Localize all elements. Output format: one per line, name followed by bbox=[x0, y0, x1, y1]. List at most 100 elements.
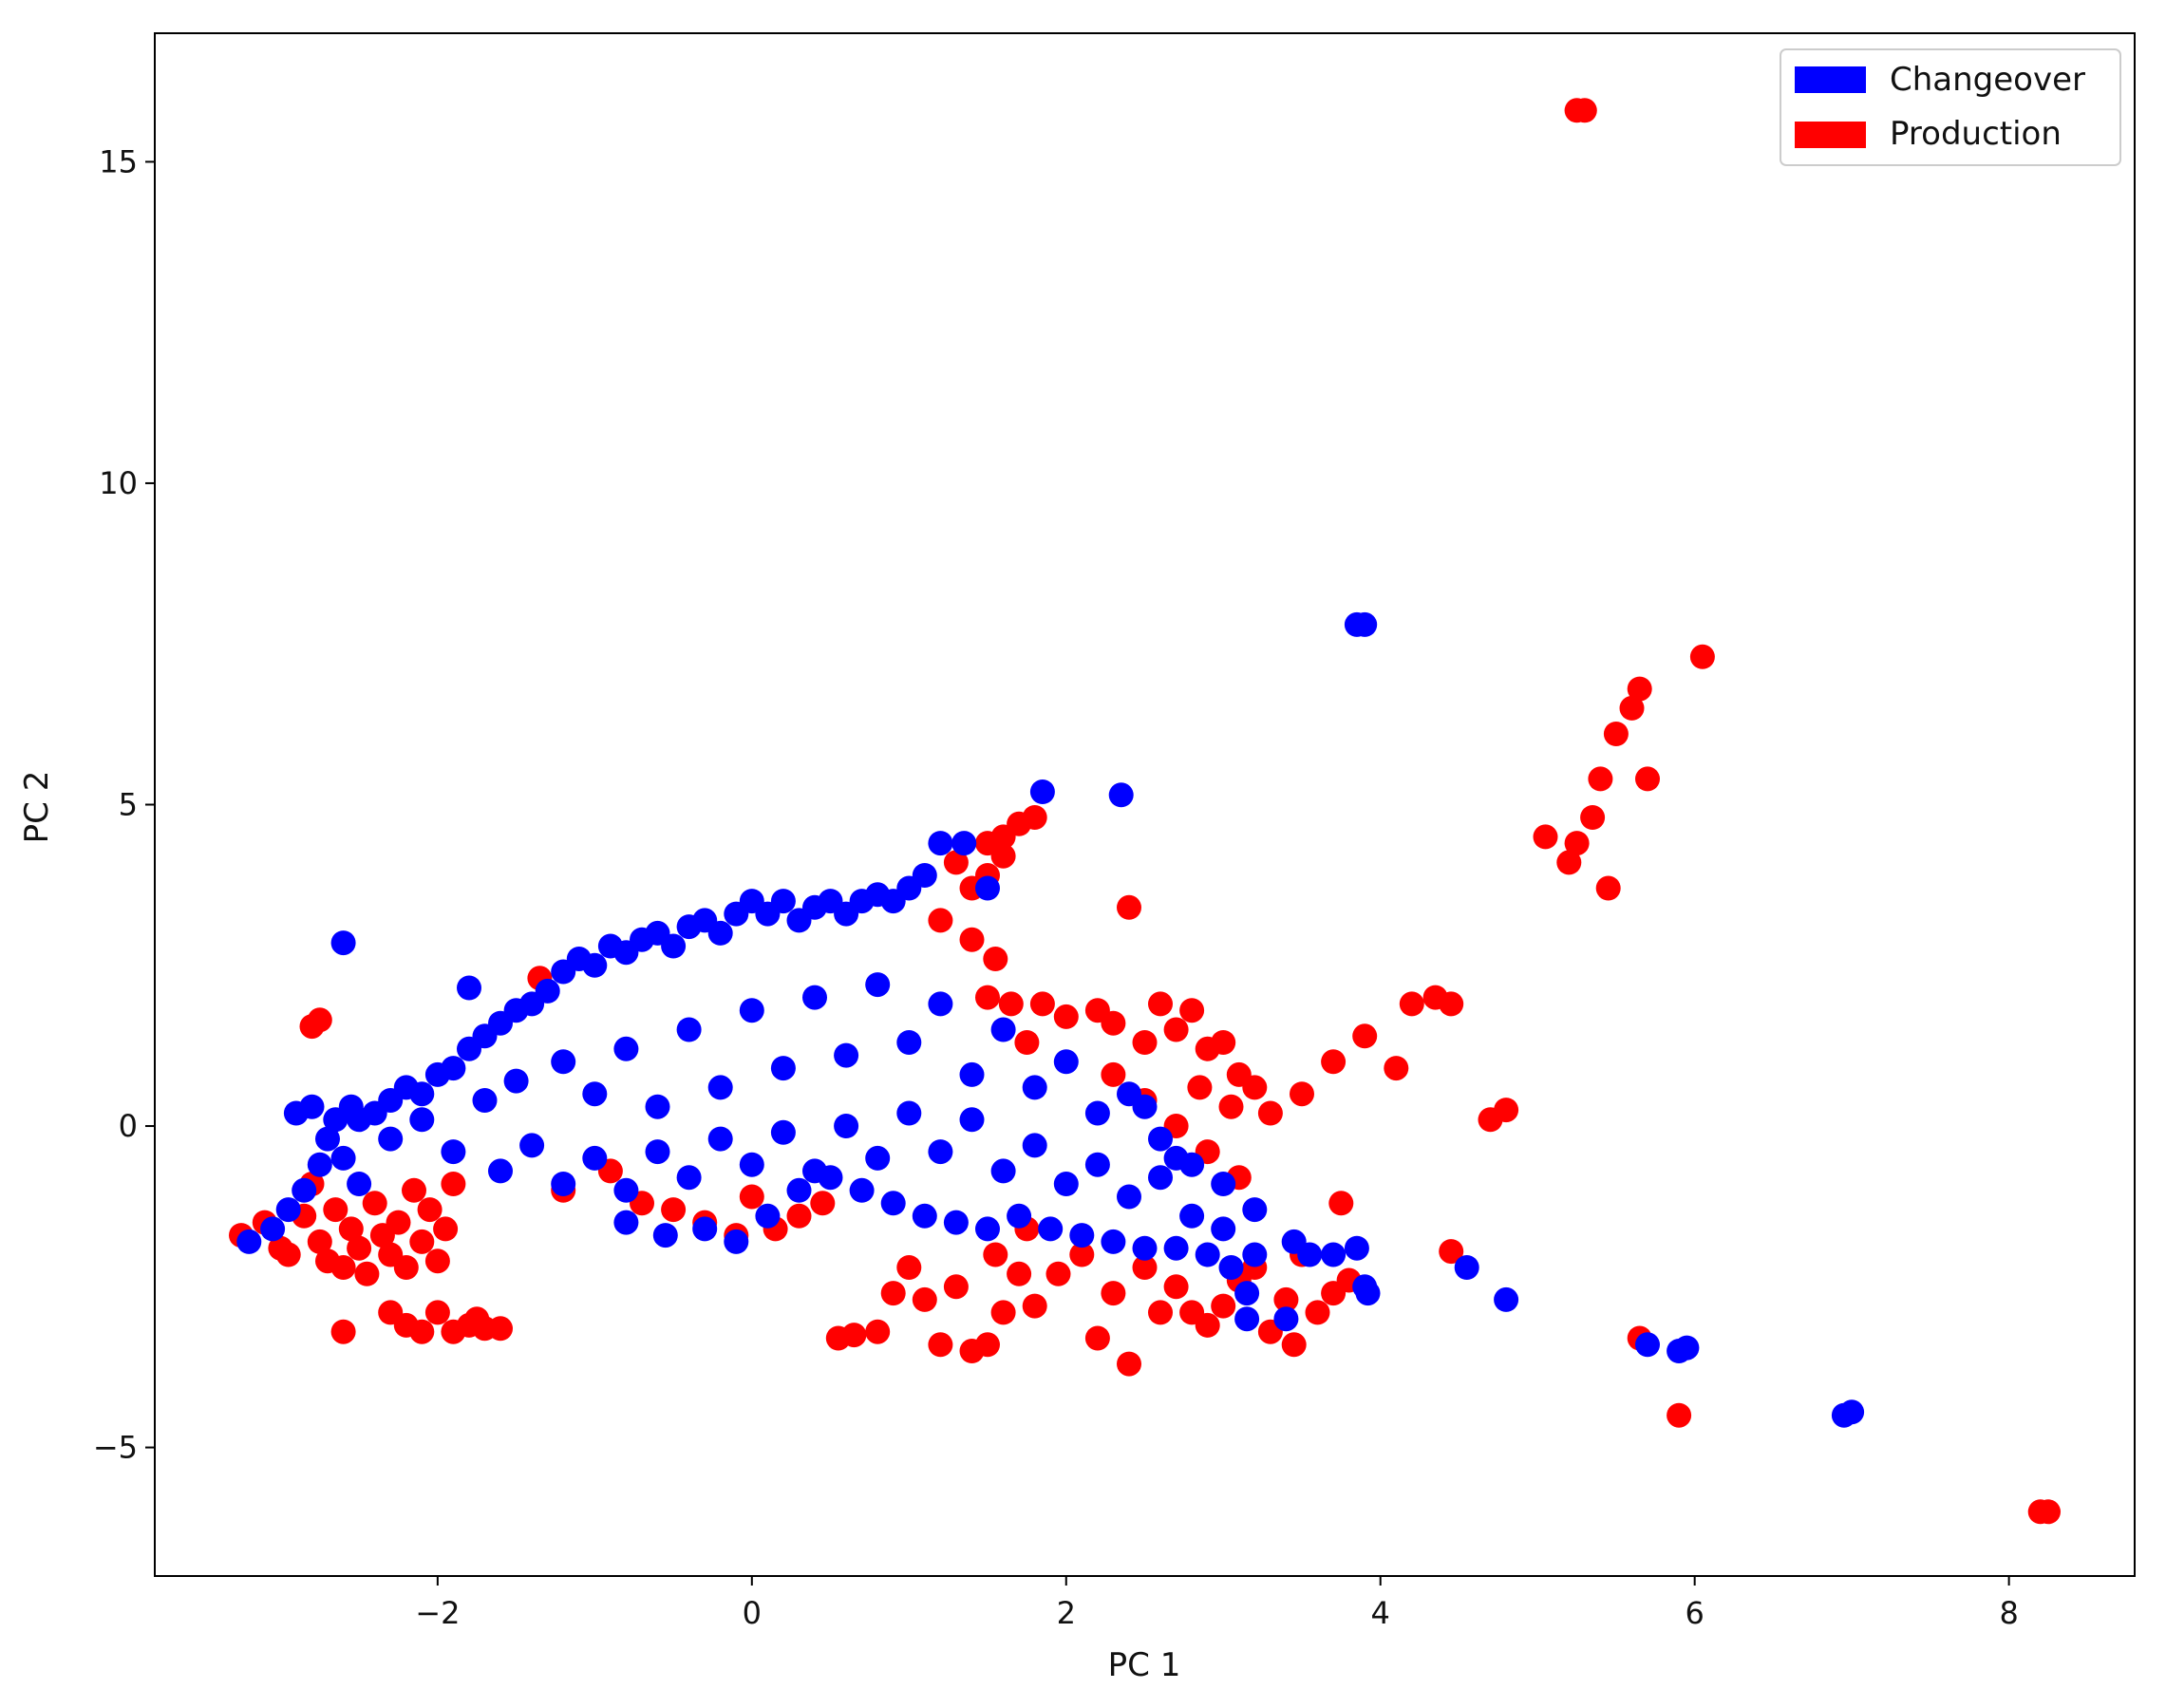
data-point-changeover bbox=[1273, 1306, 1299, 1332]
data-point-production bbox=[1022, 1293, 1047, 1319]
data-point-changeover bbox=[519, 1133, 545, 1158]
data-point-changeover bbox=[1494, 1286, 1519, 1312]
data-point-production bbox=[441, 1172, 466, 1196]
data-point-production bbox=[1117, 894, 1141, 920]
data-point-production bbox=[1132, 1030, 1158, 1055]
data-point-production bbox=[1132, 1255, 1158, 1280]
data-point-production bbox=[928, 908, 953, 933]
data-point-changeover bbox=[739, 1152, 764, 1177]
data-point-changeover bbox=[1084, 1152, 1110, 1177]
data-point-production bbox=[1187, 1075, 1213, 1100]
data-point-production bbox=[983, 1242, 1008, 1267]
data-point-changeover bbox=[613, 1210, 639, 1235]
data-point-changeover bbox=[551, 1172, 576, 1196]
data-point-changeover bbox=[1674, 1335, 1700, 1361]
data-point-changeover bbox=[1163, 1235, 1189, 1261]
data-point-changeover bbox=[1297, 1242, 1323, 1267]
data-point-production bbox=[1211, 1030, 1236, 1055]
data-point-changeover bbox=[707, 1075, 733, 1100]
data-point-changeover bbox=[315, 1126, 340, 1152]
data-point-production bbox=[1242, 1075, 1268, 1100]
data-point-production bbox=[739, 1184, 764, 1210]
data-point-production bbox=[409, 1319, 435, 1344]
data-point-changeover bbox=[441, 1139, 466, 1165]
data-point-production bbox=[1195, 1312, 1220, 1338]
data-point-production bbox=[1117, 1351, 1141, 1377]
data-point-changeover bbox=[551, 1049, 576, 1075]
data-point-production bbox=[1218, 1094, 1244, 1119]
data-point-production bbox=[307, 1007, 332, 1033]
data-point-production bbox=[1564, 831, 1590, 856]
data-point-production bbox=[1572, 98, 1597, 123]
data-point-changeover bbox=[457, 975, 481, 1001]
data-point-production bbox=[424, 1300, 450, 1325]
data-point-production bbox=[488, 1316, 513, 1342]
data-point-changeover bbox=[928, 1139, 953, 1165]
data-point-changeover bbox=[1132, 1235, 1158, 1261]
data-point-changeover bbox=[1022, 1133, 1047, 1158]
y-tick-label: 10 bbox=[99, 465, 138, 501]
data-point-production bbox=[928, 1332, 953, 1358]
data-point-changeover bbox=[865, 972, 891, 998]
data-point-changeover bbox=[1635, 1332, 1660, 1358]
data-point-production bbox=[1101, 1281, 1126, 1306]
data-point-changeover bbox=[912, 1203, 937, 1229]
data-point-production bbox=[347, 1235, 372, 1261]
data-point-production bbox=[1619, 695, 1645, 721]
data-point-production bbox=[943, 1274, 969, 1300]
data-point-production bbox=[1603, 722, 1629, 746]
data-point-production bbox=[1045, 1261, 1071, 1286]
data-point-changeover bbox=[330, 1145, 356, 1171]
data-point-changeover bbox=[330, 930, 356, 956]
data-point-production bbox=[1439, 991, 1464, 1017]
data-point-production bbox=[810, 1191, 836, 1216]
data-point-changeover bbox=[409, 1107, 435, 1133]
data-point-changeover bbox=[959, 1107, 985, 1133]
data-point-changeover bbox=[1069, 1223, 1095, 1248]
data-point-production bbox=[983, 947, 1008, 971]
data-point-changeover bbox=[707, 1126, 733, 1152]
data-point-changeover bbox=[1148, 1126, 1173, 1152]
data-point-changeover bbox=[441, 1056, 466, 1081]
data-point-changeover bbox=[1242, 1197, 1268, 1223]
data-point-production bbox=[841, 1323, 867, 1348]
data-point-changeover bbox=[582, 1145, 608, 1171]
data-point-changeover bbox=[1053, 1172, 1079, 1196]
data-point-production bbox=[1399, 991, 1424, 1017]
legend-swatch-changeover bbox=[1795, 66, 1866, 93]
x-axis-label: PC 1 bbox=[1108, 1646, 1181, 1684]
data-point-changeover bbox=[582, 1081, 608, 1107]
data-point-changeover bbox=[503, 1068, 529, 1094]
data-point-changeover bbox=[1218, 1255, 1244, 1280]
data-point-changeover bbox=[1007, 1203, 1032, 1229]
points-layer bbox=[229, 98, 2061, 1525]
data-point-production bbox=[1053, 1004, 1079, 1029]
data-point-production bbox=[393, 1255, 419, 1280]
data-point-production bbox=[1533, 824, 1558, 850]
data-point-changeover bbox=[535, 978, 560, 1004]
data-point-changeover bbox=[613, 1036, 639, 1061]
data-point-production bbox=[1101, 1010, 1126, 1036]
data-point-production bbox=[896, 1255, 922, 1280]
data-point-production bbox=[1494, 1098, 1519, 1123]
data-point-production bbox=[998, 991, 1024, 1017]
data-point-changeover bbox=[1839, 1399, 1865, 1425]
data-point-changeover bbox=[1038, 1216, 1064, 1242]
legend-swatch-production bbox=[1795, 122, 1866, 148]
data-point-changeover bbox=[472, 1088, 498, 1113]
data-point-production bbox=[1580, 805, 1606, 830]
data-point-production bbox=[1084, 1325, 1110, 1351]
y-tick-label: 5 bbox=[119, 787, 138, 823]
data-point-changeover bbox=[378, 1126, 404, 1152]
y-tick-label: 0 bbox=[119, 1108, 138, 1144]
data-point-changeover bbox=[1148, 1165, 1173, 1191]
data-point-production bbox=[1007, 1261, 1032, 1286]
data-point-changeover bbox=[1084, 1100, 1110, 1126]
data-point-changeover bbox=[975, 1216, 1000, 1242]
data-point-changeover bbox=[488, 1158, 513, 1184]
data-point-production bbox=[1627, 676, 1652, 702]
data-point-changeover bbox=[802, 985, 827, 1010]
data-point-production bbox=[1029, 991, 1055, 1017]
data-point-changeover bbox=[652, 1223, 678, 1248]
